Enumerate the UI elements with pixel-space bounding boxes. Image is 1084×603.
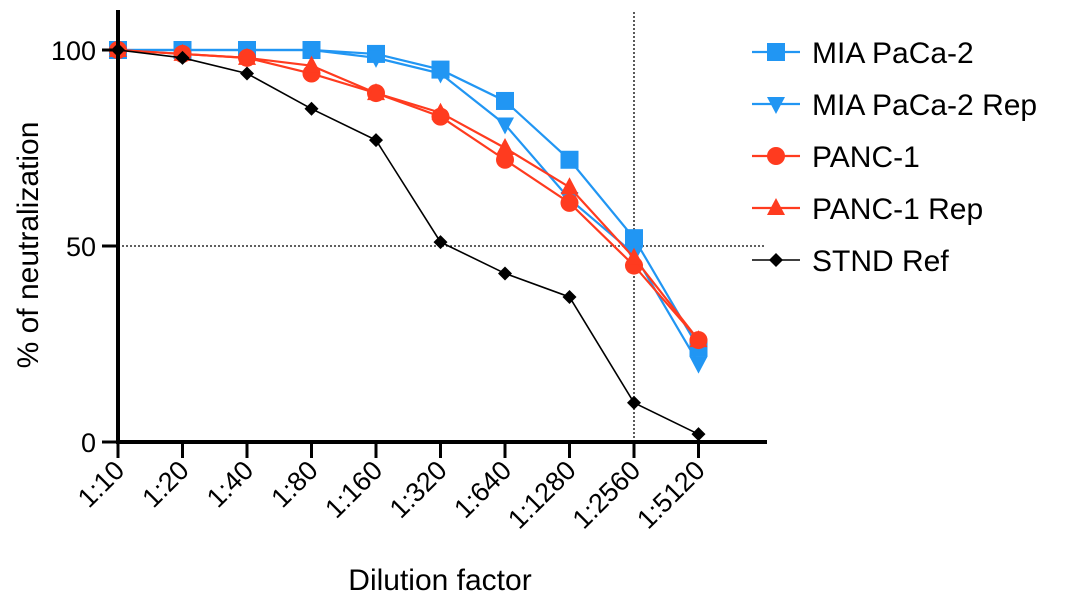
legend-label: STND Ref (812, 245, 949, 278)
data-point (496, 138, 514, 155)
series-line (118, 50, 699, 340)
x-tick-label: 1:160 (319, 455, 388, 524)
x-tick-label: 1:2560 (567, 455, 647, 535)
x-axis-title: Dilution factor (348, 564, 531, 597)
legend-item: MIA PaCa-2 (752, 37, 974, 70)
data-point (434, 235, 448, 249)
legend-item: PANC-1 (752, 141, 920, 174)
x-tick-label: 1:10 (72, 455, 130, 513)
legend-marker (767, 198, 785, 215)
legend-label: MIA PaCa-2 Rep (812, 89, 1037, 122)
series-layer (109, 40, 708, 441)
x-tick-label: 1:40 (201, 455, 259, 513)
series-0 (109, 41, 708, 357)
x-tick-label: 1:20 (136, 455, 194, 513)
y-tick-label: 0 (81, 428, 96, 458)
data-point (561, 151, 579, 169)
data-point (496, 92, 514, 110)
data-point (561, 194, 579, 212)
series-1 (109, 43, 708, 374)
data-point (369, 133, 383, 147)
legend-item: MIA PaCa-2 Rep (752, 89, 1037, 122)
data-point (563, 290, 577, 304)
series-line (118, 50, 699, 364)
y-tick-label: 100 (51, 36, 96, 66)
data-point (690, 357, 708, 374)
x-tick-label: 1:5120 (631, 455, 711, 535)
series-2 (109, 41, 708, 349)
series-3 (109, 40, 708, 347)
data-point (498, 266, 512, 280)
legend-marker (767, 147, 785, 165)
legend-marker (767, 97, 785, 114)
data-point (627, 396, 641, 410)
legend-label: MIA PaCa-2 (812, 37, 974, 70)
legend-label: PANC-1 Rep (812, 193, 983, 226)
x-tick-label: 1:80 (265, 455, 323, 513)
data-point (561, 177, 579, 194)
data-point (625, 229, 643, 247)
series-line (118, 50, 699, 340)
legend-marker (769, 253, 783, 267)
legend-label: PANC-1 (812, 141, 920, 174)
legend: MIA PaCa-2 MIA PaCa-2 Rep PANC-1 PANC-1 Rep… (752, 37, 1037, 278)
legend-item: PANC-1 Rep (752, 193, 983, 226)
legend-marker (767, 43, 785, 61)
y-tick-label: 50 (66, 232, 96, 262)
data-point (305, 102, 319, 116)
legend-item: STND Ref (752, 245, 949, 278)
series-line (118, 50, 699, 348)
series-line (118, 50, 699, 434)
y-axis-title: % of neutralization (12, 122, 45, 369)
x-tick-label: 1:320 (384, 455, 453, 524)
data-point (692, 427, 706, 441)
x-tick-label: 1:1280 (502, 455, 582, 535)
data-point (240, 67, 254, 81)
